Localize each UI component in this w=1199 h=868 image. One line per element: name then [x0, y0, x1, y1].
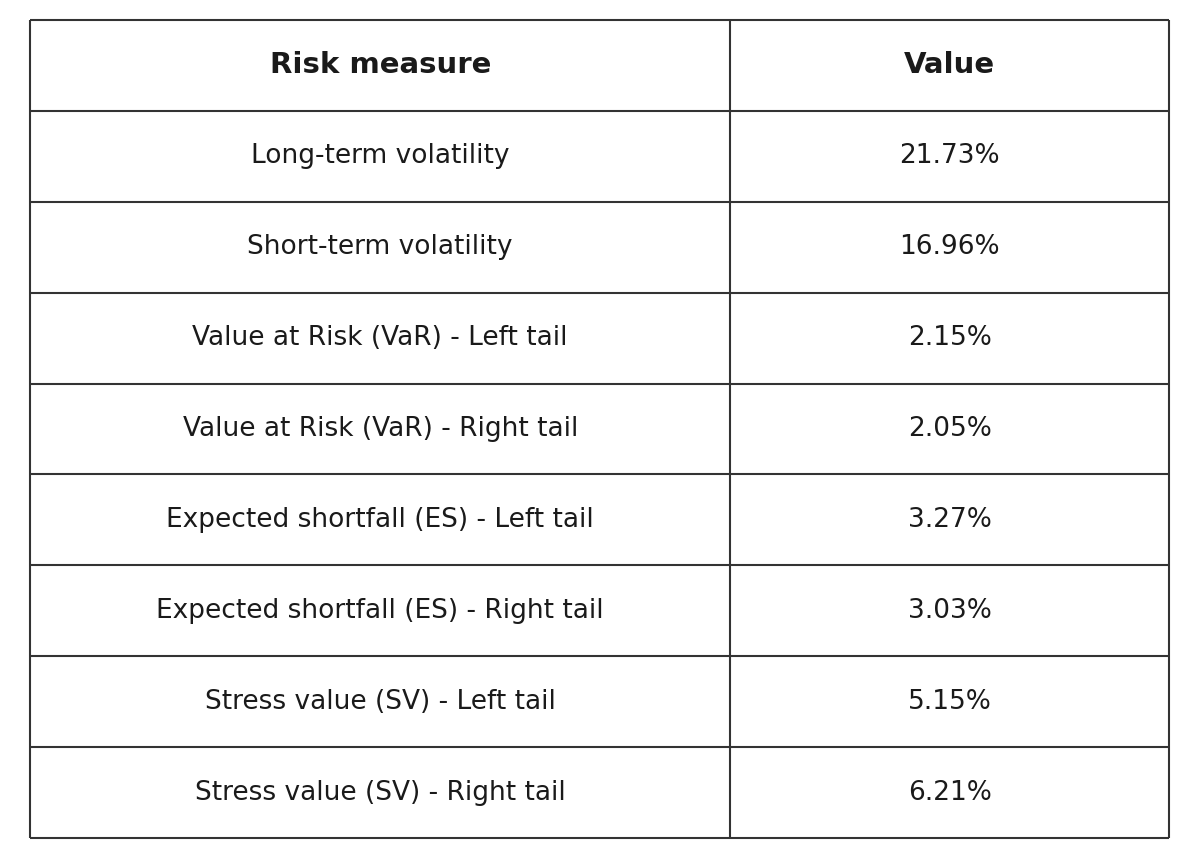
Text: 21.73%: 21.73%	[899, 143, 1000, 169]
Text: 2.15%: 2.15%	[908, 326, 992, 352]
Text: 16.96%: 16.96%	[899, 234, 1000, 260]
Text: Expected shortfall (ES) - Left tail: Expected shortfall (ES) - Left tail	[167, 507, 595, 533]
Text: Expected shortfall (ES) - Right tail: Expected shortfall (ES) - Right tail	[156, 598, 604, 624]
Text: 5.15%: 5.15%	[908, 688, 992, 714]
Text: Value at Risk (VaR) - Left tail: Value at Risk (VaR) - Left tail	[193, 326, 568, 352]
Text: Long-term volatility: Long-term volatility	[251, 143, 510, 169]
Text: Stress value (SV) - Right tail: Stress value (SV) - Right tail	[195, 779, 566, 806]
Text: Risk measure: Risk measure	[270, 51, 490, 80]
Text: 3.27%: 3.27%	[908, 507, 992, 533]
Text: Short-term volatility: Short-term volatility	[247, 234, 513, 260]
Text: 6.21%: 6.21%	[908, 779, 992, 806]
Text: Stress value (SV) - Left tail: Stress value (SV) - Left tail	[205, 688, 555, 714]
Text: Value at Risk (VaR) - Right tail: Value at Risk (VaR) - Right tail	[182, 416, 578, 442]
Text: 3.03%: 3.03%	[908, 598, 992, 624]
Text: Value: Value	[904, 51, 995, 80]
Text: 2.05%: 2.05%	[908, 416, 992, 442]
